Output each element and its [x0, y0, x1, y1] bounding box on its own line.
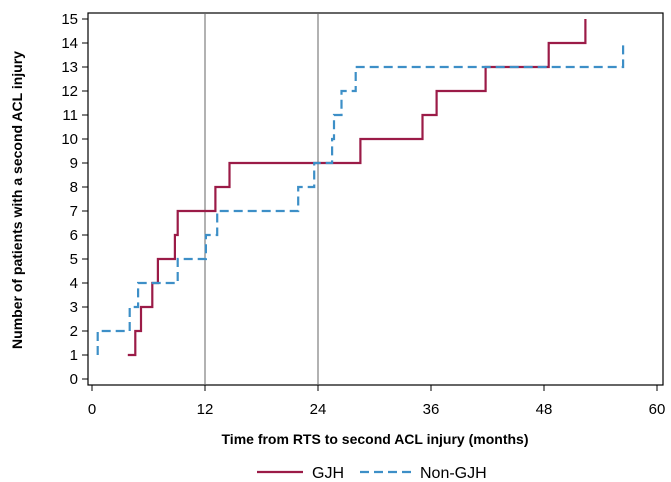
- y-tick-label: 2: [70, 323, 78, 340]
- x-axis-title: Time from RTS to second ACL injury (mont…: [222, 431, 529, 447]
- y-tick-label: 15: [61, 11, 78, 28]
- x-axis: 0 12 24 36 48 60: [88, 385, 666, 418]
- x-tick-label: 36: [423, 401, 440, 418]
- y-tick-label: 13: [61, 59, 78, 76]
- legend: GJH Non-GJH: [257, 465, 487, 482]
- y-tick-label: 3: [70, 299, 78, 316]
- x-tick-label: 48: [536, 401, 553, 418]
- y-tick-label: 12: [61, 83, 78, 100]
- y-tick-label: 11: [62, 107, 78, 124]
- series-layer: [96, 19, 625, 357]
- plot-area-frame: [87, 12, 664, 386]
- y-tick-label: 9: [70, 155, 78, 172]
- series-line-non-gjh: [96, 43, 625, 355]
- y-tick-label: 6: [70, 227, 78, 244]
- y-axis-title: Number of patients with a second ACL inj…: [9, 51, 25, 349]
- y-tick-label: 14: [61, 35, 78, 52]
- y-tick-label: 7: [70, 203, 78, 220]
- legend-label-gjh: GJH: [312, 465, 344, 482]
- y-tick-label: 0: [70, 371, 78, 388]
- series-line-gjh: [127, 19, 587, 357]
- y-tick-label: 1: [70, 347, 78, 364]
- y-tick-label: 10: [61, 131, 78, 148]
- x-tick-label: 0: [88, 401, 96, 418]
- legend-label-non-gjh: Non-GJH: [420, 465, 487, 482]
- x-tick-label: 12: [197, 401, 214, 418]
- x-tick-label: 60: [649, 401, 666, 418]
- y-tick-label: 8: [70, 179, 78, 196]
- y-tick-label: 5: [70, 251, 78, 268]
- reference-lines: [204, 13, 319, 385]
- y-tick-label: 4: [70, 275, 78, 292]
- x-tick-label: 24: [310, 401, 327, 418]
